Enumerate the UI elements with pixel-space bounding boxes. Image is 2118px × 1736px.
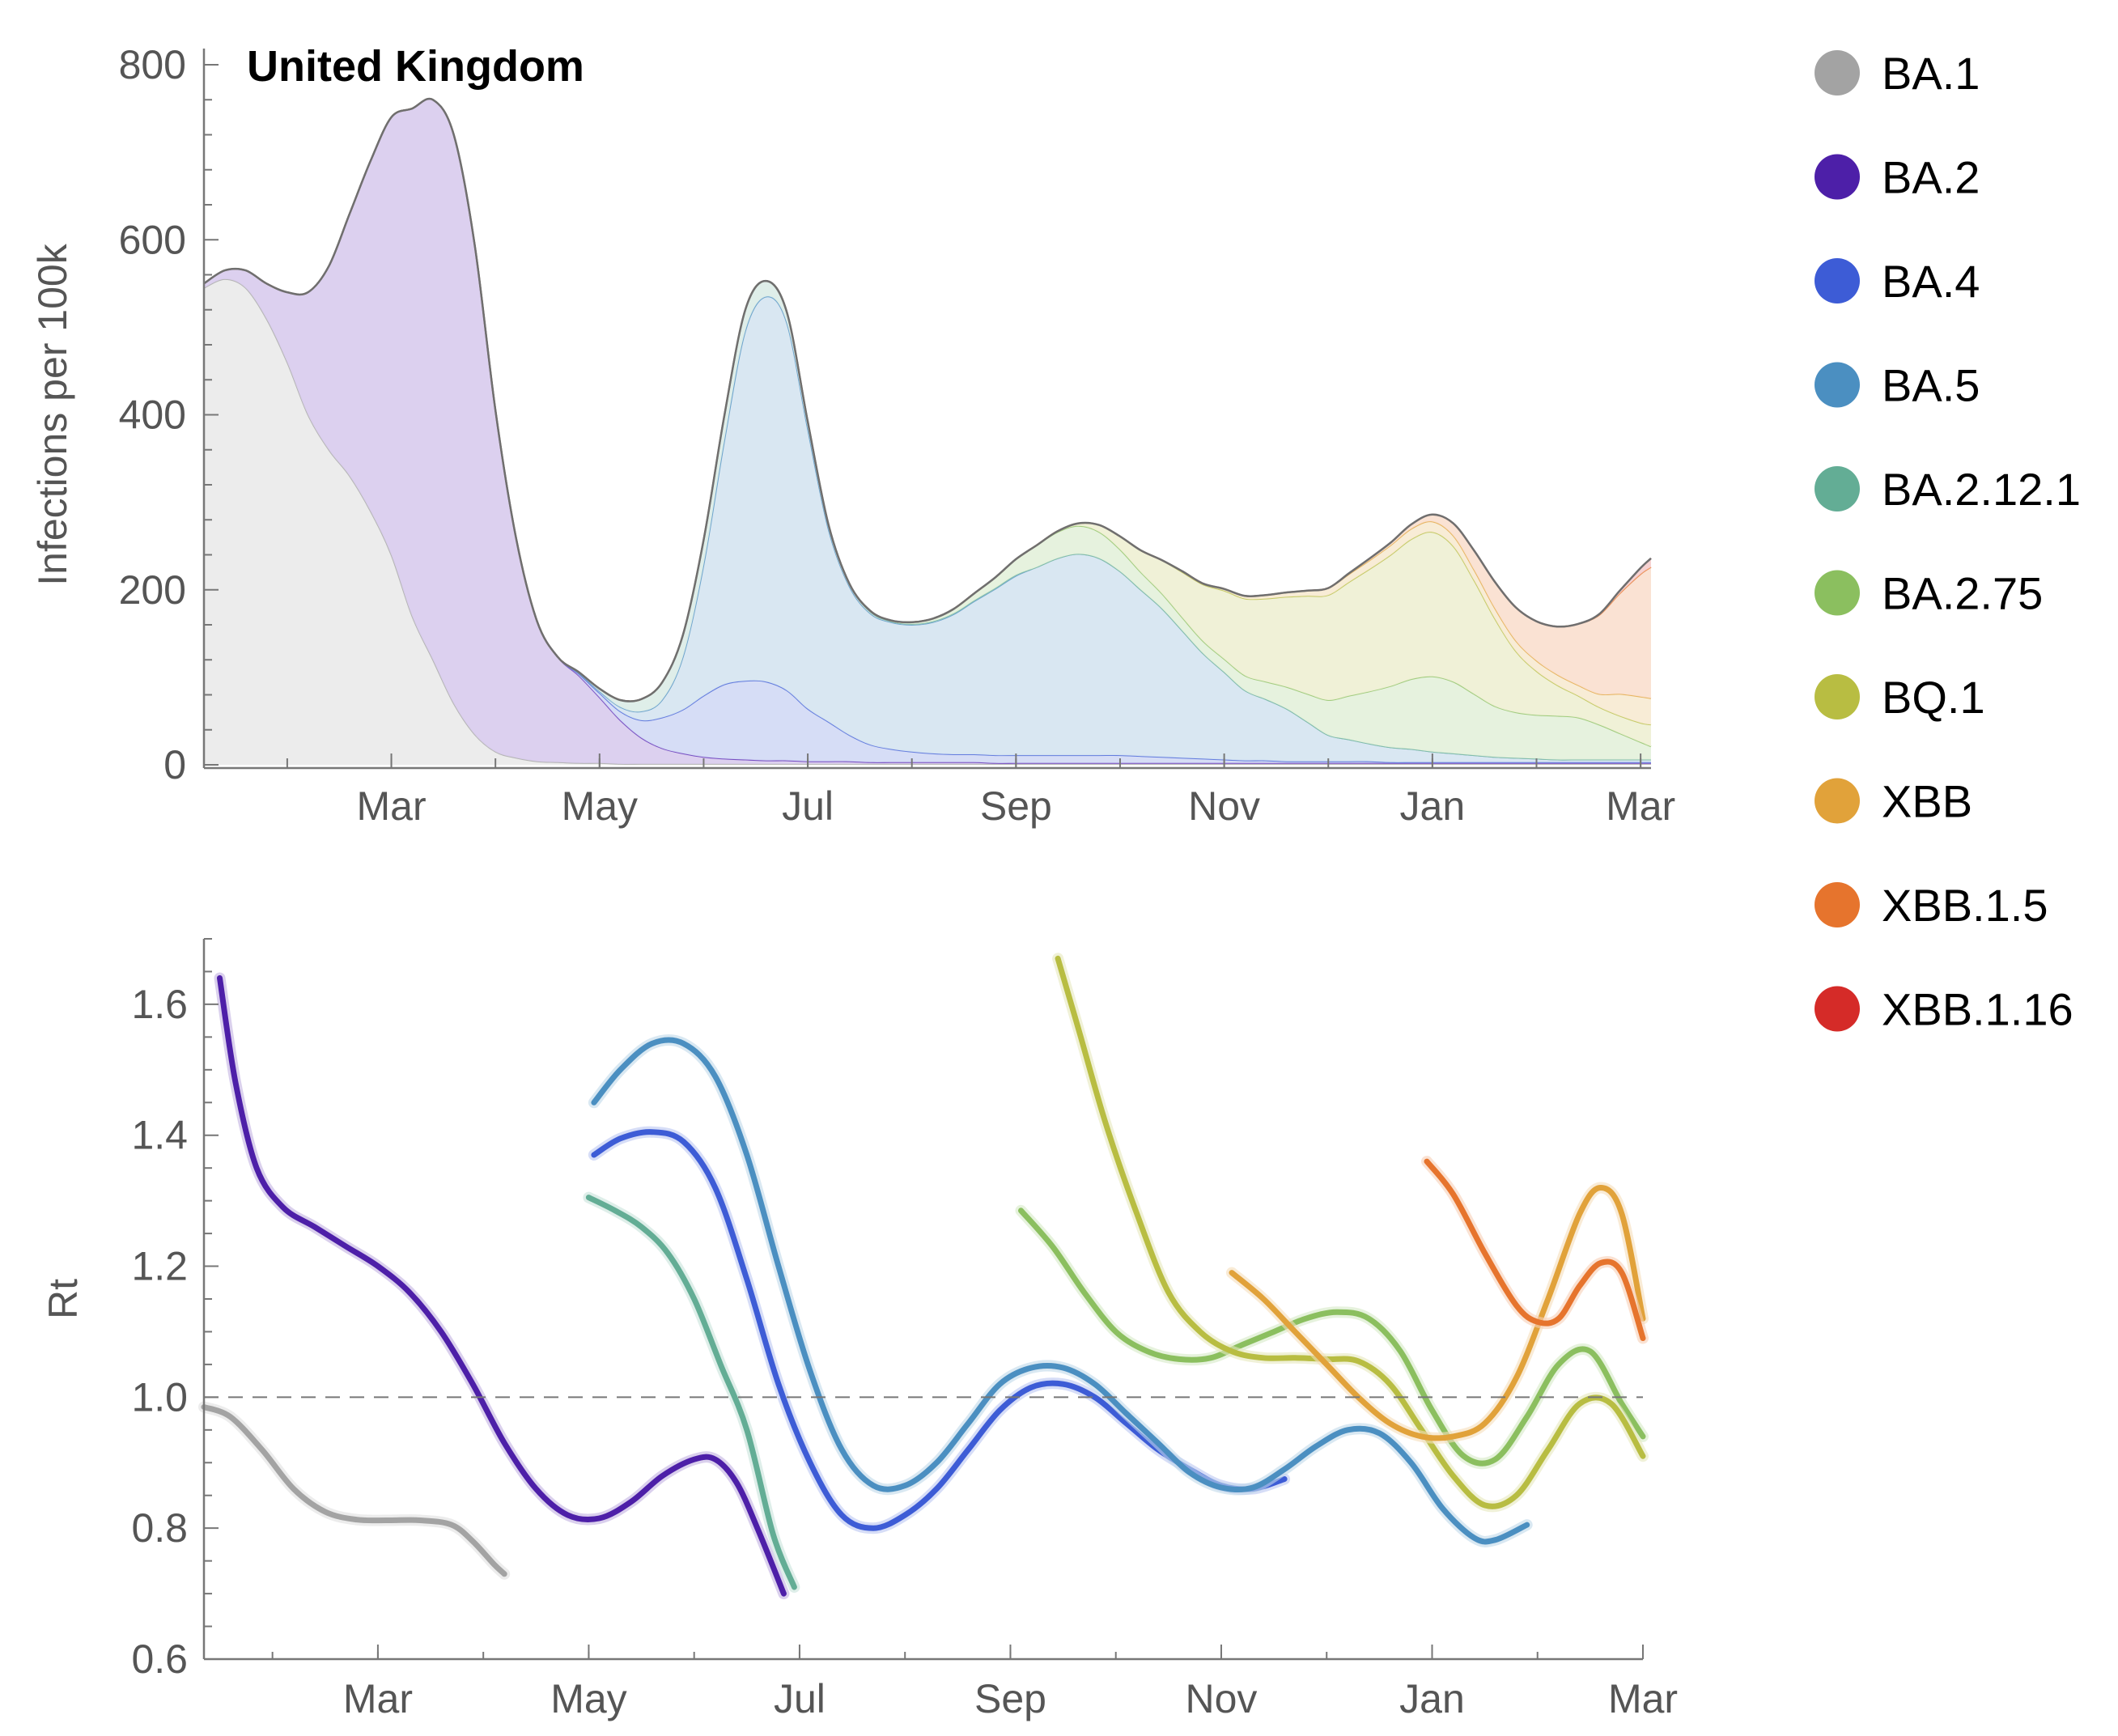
legend-swatch-xbb (1815, 778, 1860, 824)
x-tick-label: Nov (1188, 783, 1260, 829)
infections-axes: 0 200 400 600 800 Mar May Jul Sep Nov Jan Mar (119, 42, 1676, 829)
legend-item-xbb-1-16: XBB.1.16 (1815, 984, 2073, 1035)
x-tick-label: Jan (1399, 1676, 1465, 1721)
rt-line-xbb (1229, 1185, 1646, 1441)
legend-swatch-ba-5 (1815, 362, 1860, 408)
area-ba-2 (204, 98, 1651, 764)
area-bq-1 (204, 98, 1651, 747)
y-tick-label: 0 (163, 742, 186, 787)
infections-panel: United Kingdom Infections per 100k 0 200 4… (30, 42, 1675, 829)
area-ba-5 (204, 98, 1651, 762)
x-tick-label: May (550, 1676, 626, 1721)
legend-swatch-xbb-1-5 (1815, 882, 1860, 927)
y-axis-title-infections: Infections per 100k (30, 243, 75, 585)
legend-swatch-bq-1 (1815, 674, 1860, 719)
legend-label-ba-5: BA.5 (1882, 360, 1980, 411)
legend-item-ba-5: BA.5 (1815, 360, 1980, 411)
rt-line-ba-2-12-1 (585, 1195, 797, 1590)
x-tick-label: Sep (974, 1676, 1046, 1721)
rt-line-xbb-1-5 (1424, 1158, 1646, 1341)
rt-band-ba-2-75 (1015, 1204, 1649, 1470)
y-tick-label: 1.2 (131, 1244, 188, 1289)
legend-item-ba-2: BA.2 (1815, 152, 1980, 203)
x-tick-label: Mar (343, 1676, 413, 1721)
panel-title: United Kingdom (247, 42, 584, 91)
legend-label-ba-4: BA.4 (1882, 256, 1980, 307)
x-tick-label: Jul (782, 783, 834, 829)
rt-line-bq-1 (1055, 955, 1646, 1509)
rt-line-ba-5 (591, 1037, 1530, 1545)
y-tick-label: 0.8 (131, 1505, 188, 1551)
x-tick-label: May (562, 783, 638, 829)
legend-label-ba-2-75: BA.2.75 (1882, 568, 2043, 619)
legend-item-bq-1: BQ.1 (1815, 672, 1985, 723)
legend-swatch-ba-2-12-1 (1815, 466, 1860, 511)
area-ba-1 (204, 278, 1651, 765)
y-axis-title-rt: Rt (40, 1279, 86, 1319)
y-tick-label: 600 (119, 217, 186, 262)
stacked-areas (203, 97, 1652, 765)
legend-swatch-ba-1 (1815, 50, 1860, 96)
y-tick-label: 800 (119, 42, 186, 87)
x-tick-label: Mar (1606, 783, 1675, 829)
legend-item-ba-1: BA.1 (1815, 48, 1980, 99)
rt-line-ba-2 (217, 975, 787, 1597)
legend-item-ba-2-12-1: BA.2.12.1 (1815, 464, 2081, 515)
y-tick-label: 400 (119, 393, 186, 438)
legend-item-ba-2-75: BA.2.75 (1815, 568, 2043, 619)
legend-label-xbb-1-16: XBB.1.16 (1882, 984, 2073, 1035)
legend: BA.1 BA.2 BA.4 BA.5 BA.2.12.1 BA.2.75 BQ.1 XBB X… (1815, 48, 2081, 1035)
legend-item-xbb-1-5: XBB.1.5 (1815, 880, 2048, 931)
legend-label-xbb: XBB (1882, 776, 1972, 827)
rt-line-ba-2-75 (1018, 1208, 1646, 1466)
rt-lines (198, 953, 1649, 1600)
rt-panel: Rt 0.6 0.8 1.0 1.2 1.4 1.6 Mar May Jul Sep Nov Jan M… (40, 938, 1678, 1721)
legend-label-bq-1: BQ.1 (1882, 672, 1985, 723)
legend-swatch-xbb-1-16 (1815, 986, 1860, 1032)
x-tick-label: Nov (1186, 1676, 1258, 1721)
x-tick-label: Mar (1608, 1676, 1678, 1721)
x-tick-label: Mar (356, 783, 426, 829)
x-tick-label: Jan (1400, 783, 1466, 829)
legend-swatch-ba-4 (1815, 258, 1860, 303)
y-tick-label: 1.0 (131, 1374, 188, 1420)
y-tick-label: 1.4 (131, 1113, 188, 1158)
rt-line-ba-1 (201, 1404, 507, 1577)
x-tick-label: Sep (980, 783, 1052, 829)
y-tick-label: 0.6 (131, 1636, 188, 1682)
legend-label-ba-2: BA.2 (1882, 152, 1980, 203)
legend-label-xbb-1-5: XBB.1.5 (1882, 880, 2048, 931)
legend-swatch-ba-2-75 (1815, 570, 1860, 616)
y-tick-label: 1.6 (131, 982, 188, 1027)
legend-label-ba-1: BA.1 (1882, 48, 1980, 99)
x-tick-label: Jul (774, 1676, 826, 1721)
legend-item-xbb: XBB (1815, 776, 1972, 827)
y-tick-label: 200 (119, 567, 186, 613)
rt-axes: 0.6 0.8 1.0 1.2 1.4 1.6 Mar May Jul Sep Nov Jan Mar (131, 938, 1678, 1721)
legend-item-ba-4: BA.4 (1815, 256, 1980, 307)
legend-label-ba-2-12-1: BA.2.12.1 (1882, 464, 2081, 515)
legend-swatch-ba-2 (1815, 154, 1860, 200)
total-outline (203, 97, 1652, 702)
